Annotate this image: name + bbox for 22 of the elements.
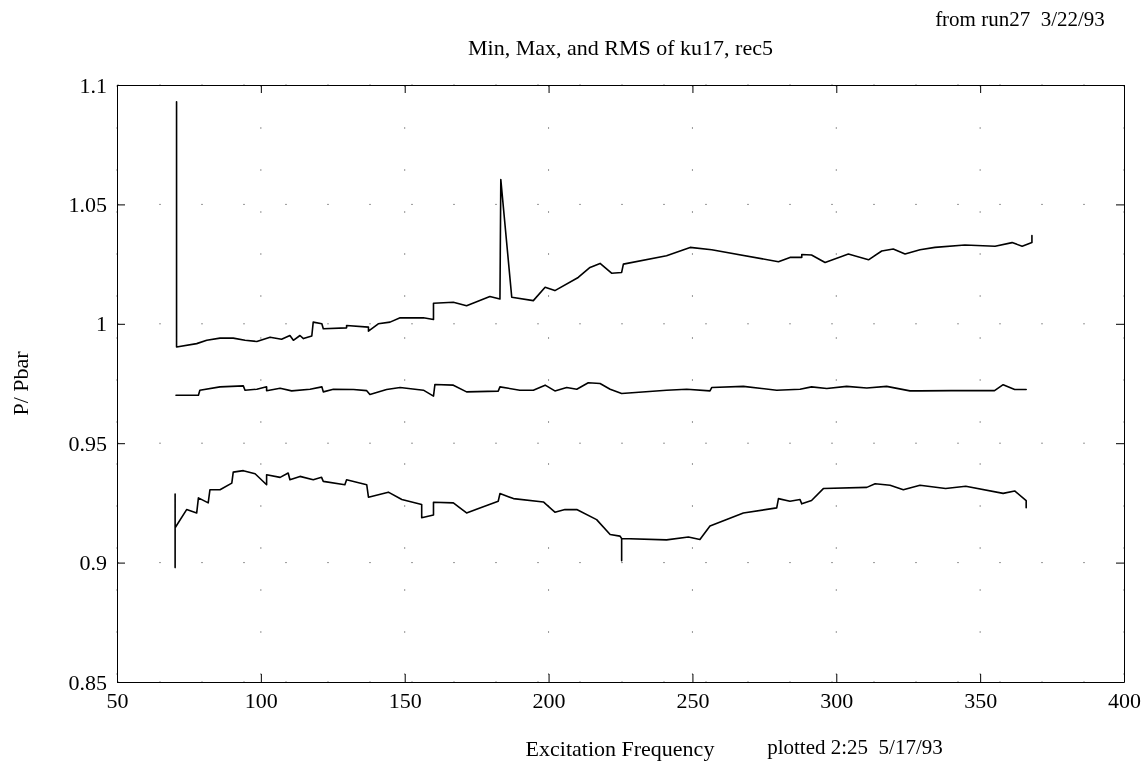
chart-title: Min, Max, and RMS of ku17, rec5 bbox=[468, 35, 773, 60]
line-series bbox=[174, 469, 1027, 569]
x-tick-label: 300 bbox=[820, 687, 854, 713]
x-tick-label: 400 bbox=[1108, 687, 1141, 713]
x-axis-title: Excitation Frequency bbox=[525, 736, 715, 761]
text: from run27 3/22/93 bbox=[935, 7, 1105, 31]
y-tick-label: 0.95 bbox=[68, 430, 107, 456]
y-tick-label: 0.85 bbox=[68, 669, 107, 695]
x-tick-label: 250 bbox=[676, 687, 710, 713]
x-tick-label: 200 bbox=[532, 687, 566, 713]
y-tick-label: 1.1 bbox=[79, 72, 107, 98]
x-tick-label: 100 bbox=[244, 687, 278, 713]
line-series bbox=[175, 381, 1027, 397]
y-tick-label: 1.05 bbox=[68, 191, 107, 217]
text: plotted 2:25 5/17/93 bbox=[767, 735, 943, 759]
line-series bbox=[175, 100, 1033, 348]
y-tick-label: 1 bbox=[96, 311, 107, 337]
x-tick-label: 350 bbox=[964, 687, 998, 713]
y-tick-label: 0.9 bbox=[79, 550, 107, 576]
y-axis-title: P/ Pbar bbox=[8, 350, 33, 416]
x-tick-label: 50 bbox=[106, 687, 129, 713]
x-tick-label: 150 bbox=[388, 687, 422, 713]
